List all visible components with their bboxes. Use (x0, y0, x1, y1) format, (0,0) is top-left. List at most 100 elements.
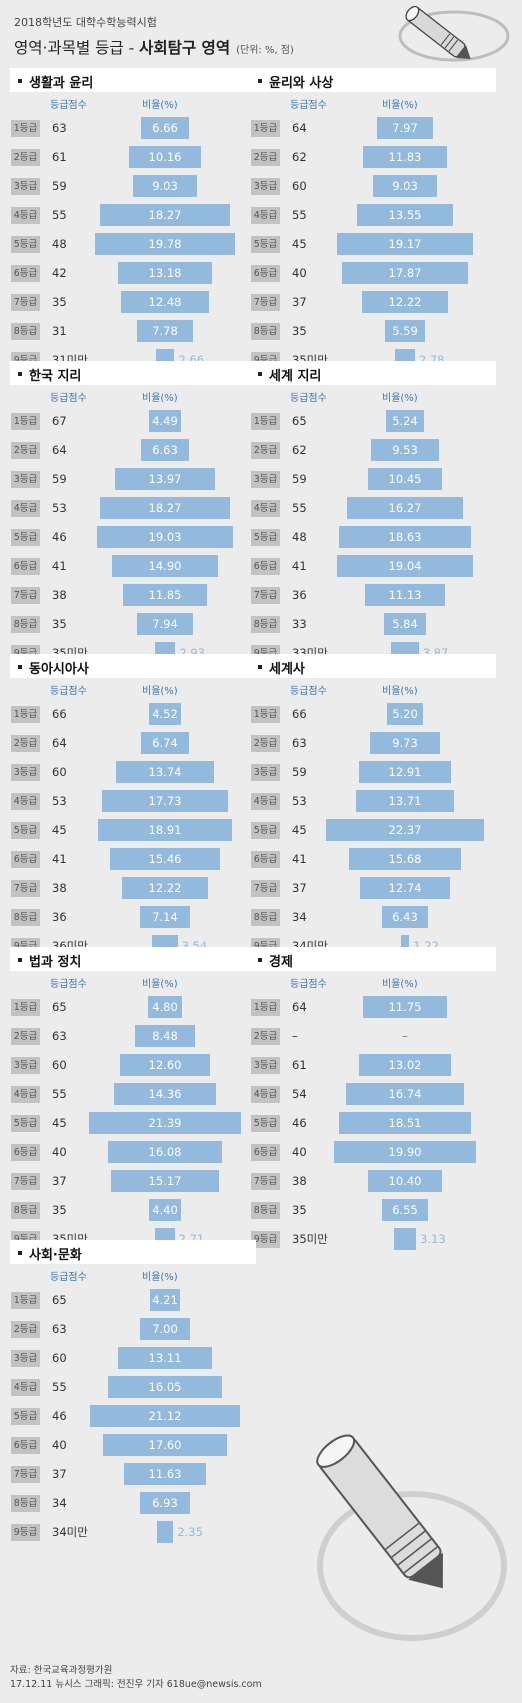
panel-title: 윤리와 사상 (269, 76, 334, 91)
ratio-label: 21.39 (148, 1116, 182, 1130)
ratio-bar (97, 819, 233, 841)
grade-row: 3등급 61 13.02 (250, 1052, 496, 1078)
grade-row: 2등급 63 9.73 (250, 730, 496, 756)
bullet-icon (258, 79, 262, 83)
grade-score: 38 (52, 588, 67, 602)
grade-row: 3등급 60 9.03 (250, 173, 496, 199)
grade-score: 31 (52, 324, 67, 338)
grade-label: 1등급 (251, 706, 280, 723)
grade-label: 7등급 (251, 294, 280, 311)
grade-row: 1등급 66 5.20 (250, 701, 496, 727)
ratio-bar (120, 291, 210, 313)
ratio-bar (141, 117, 189, 139)
grade-label: 3등급 (11, 178, 40, 195)
grade-row: 1등급 64 11.75 (250, 994, 496, 1020)
grade-row: 7등급 36 11.13 (250, 582, 496, 608)
grade-row: 1등급 65 4.80 (10, 994, 256, 1020)
ratio-label: 11.85 (148, 588, 182, 602)
grade-label: 4등급 (11, 793, 40, 810)
ratio-bar (341, 262, 469, 284)
ratio-label: 9.03 (392, 179, 418, 193)
grade-label: 7등급 (251, 587, 280, 604)
grade-score: 46 (52, 530, 67, 544)
grade-score: 62 (292, 150, 307, 164)
panel-title: 법과 정치 (29, 955, 82, 970)
ratio-bar (370, 732, 440, 754)
grade-row: 7등급 38 10.40 (250, 1168, 496, 1194)
score-column-header: 등급점수 (50, 1272, 87, 1283)
grade-label: 8등급 (251, 323, 280, 340)
grade-row: 4등급 53 13.71 (250, 788, 496, 814)
grade-row: 3등급 60 13.11 (10, 1345, 256, 1371)
ratio-label: 13.71 (388, 794, 422, 808)
grade-row: 1등급 63 6.66 (10, 115, 256, 141)
grade-row: 1등급 65 4.21 (10, 1287, 256, 1313)
ratio-label: 14.36 (148, 1087, 182, 1101)
ratio-label: 16.05 (148, 1380, 182, 1394)
ratio-bar (140, 1318, 190, 1340)
score-column-header: 등급점수 (50, 686, 87, 697)
grade-score: 64 (292, 121, 307, 135)
grade-label: 3등급 (251, 178, 280, 195)
grade-score: 45 (292, 823, 307, 837)
ratio-bar (345, 1083, 465, 1105)
grade-row: 7등급 38 12.22 (10, 875, 256, 901)
ratio-bar (115, 468, 215, 490)
ratio-label: 17.87 (388, 266, 422, 280)
ratio-bar (384, 613, 426, 635)
grade-label: 6등급 (251, 265, 280, 282)
grade-label: 2등급 (251, 149, 280, 166)
grade-row: 1등급 66 4.52 (10, 701, 256, 727)
ratio-label: 18.27 (148, 501, 182, 515)
grade-score: 36 (292, 588, 307, 602)
grade-label: 8등급 (11, 616, 40, 633)
ratio-label: 12.22 (148, 881, 182, 895)
grade-score: 59 (52, 472, 67, 486)
ratio-label: 6.74 (152, 736, 178, 750)
credit-text: 17.12.11 뉴시스 그래픽: 전진우 기자 618ue@newsis.co… (10, 1679, 262, 1690)
ratio-bar (347, 497, 463, 519)
grade-score: 53 (52, 501, 67, 515)
grade-label: 7등급 (11, 1173, 40, 1190)
grade-row: 3등급 59 13.97 (10, 466, 256, 492)
ratio-bar (334, 1141, 476, 1163)
ratio-bar (356, 790, 454, 812)
ratio-label: 7.94 (152, 617, 178, 631)
grade-row: 6등급 42 13.18 (10, 260, 256, 286)
grade-row: 7등급 37 12.22 (250, 289, 496, 315)
ratio-label: 6.63 (152, 443, 178, 457)
panel-header: 동아시아사 (10, 654, 256, 678)
ratio-label: 19.90 (388, 1145, 422, 1159)
ratio-bar (134, 1025, 196, 1047)
grade-score: 55 (292, 501, 307, 515)
ratio-label: 11.83 (388, 150, 422, 164)
grade-score: 46 (292, 1116, 307, 1130)
grade-score: 33 (292, 617, 307, 631)
panel-header: 경제 (250, 947, 496, 971)
ratio-label: 10.16 (148, 150, 182, 164)
ratio-label: – (402, 1029, 408, 1043)
ratio-bar (371, 439, 439, 461)
ratio-label: 13.55 (388, 208, 422, 222)
grade-row: 6등급 41 14.90 (10, 553, 256, 579)
ratio-column-header: 비율(%) (142, 686, 178, 697)
ratio-label: 6.43 (392, 910, 418, 924)
grade-label: 5등급 (11, 529, 40, 546)
ratio-label: 5.59 (392, 324, 418, 338)
grade-label: 3등급 (251, 1057, 280, 1074)
grade-score: 40 (52, 1145, 67, 1159)
grade-label: 3등급 (11, 471, 40, 488)
ratio-bar (122, 584, 208, 606)
ratio-label: 12.22 (388, 295, 422, 309)
grade-score: 60 (52, 1058, 67, 1072)
ratio-bar (367, 468, 443, 490)
ratio-label: 13.02 (388, 1058, 422, 1072)
grade-label: 5등급 (251, 529, 280, 546)
panel-title: 한국 지리 (29, 369, 82, 384)
ratio-label: 22.37 (388, 823, 422, 837)
grade-label: 7등급 (11, 880, 40, 897)
grade-row: 3등급 60 12.60 (10, 1052, 256, 1078)
grade-score: 41 (292, 559, 307, 573)
grade-score: 41 (52, 852, 67, 866)
ratio-label: 14.90 (148, 559, 182, 573)
